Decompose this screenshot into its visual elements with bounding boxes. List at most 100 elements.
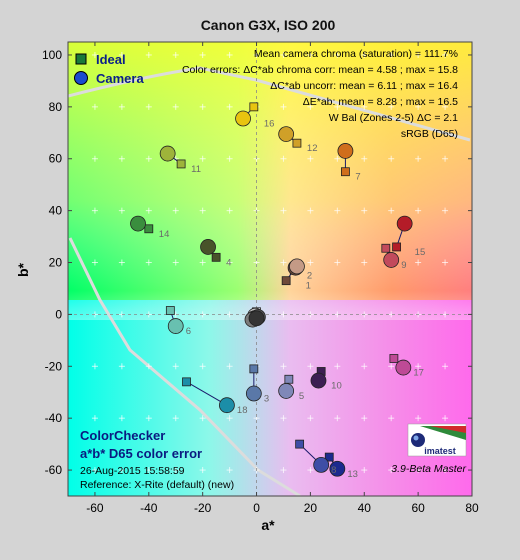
grid-cross xyxy=(334,155,341,162)
camera-marker-17 xyxy=(395,359,412,376)
grid-cross xyxy=(307,363,314,370)
grid-cross xyxy=(280,363,287,370)
caption-reference: Reference: X-Rite (default) (new) xyxy=(80,479,234,491)
grid-cross xyxy=(442,259,449,266)
grid-cross xyxy=(172,103,179,110)
ideal-marker-16 xyxy=(249,102,259,112)
grid-cross xyxy=(118,155,125,162)
grid-cross xyxy=(442,415,449,422)
grid-cross xyxy=(388,155,395,162)
y-tick-label: 60 xyxy=(49,152,63,166)
patch-label-8: 8 xyxy=(331,465,336,476)
grid-cross xyxy=(172,51,179,58)
grid-cross xyxy=(118,363,125,370)
y-axis-label: b* xyxy=(15,262,31,277)
grid-cross xyxy=(199,155,206,162)
grid-cross xyxy=(91,415,98,422)
grid-cross xyxy=(91,103,98,110)
grid-cross xyxy=(199,207,206,214)
grid-cross xyxy=(442,103,449,110)
ideal-marker-11 xyxy=(176,159,186,169)
patch-label-1: 1 xyxy=(306,281,311,292)
grid-cross xyxy=(226,415,233,422)
grid-cross xyxy=(118,103,125,110)
plot-frame xyxy=(67,41,473,497)
grid-cross xyxy=(199,259,206,266)
ideal-marker-5 xyxy=(284,374,294,384)
ideal-marker-7 xyxy=(341,167,350,177)
grid-cross xyxy=(334,103,341,110)
y-tick-label: 40 xyxy=(49,204,63,218)
grid-cross xyxy=(91,51,98,58)
grid-cross xyxy=(361,259,368,266)
grid-cross xyxy=(388,363,395,370)
zero-lines xyxy=(68,42,472,496)
grid-cross xyxy=(280,207,287,214)
grid-cross xyxy=(361,363,368,370)
grid-cross xyxy=(307,259,314,266)
ideal-marker-6 xyxy=(165,306,175,315)
grid-cross xyxy=(91,259,98,266)
grid-cross xyxy=(172,467,179,474)
grid-cross xyxy=(226,51,233,58)
y-tick-label: 0 xyxy=(55,307,62,321)
ideal-marker-3 xyxy=(249,364,259,374)
ideal-marker-18 xyxy=(182,377,191,387)
grid-cross xyxy=(118,51,125,58)
x-tick-label: -20 xyxy=(194,501,212,515)
grid-cross xyxy=(307,103,314,110)
grid-cross xyxy=(226,103,233,110)
caption-chart-name: ColorChecker xyxy=(80,428,165,443)
grid-cross xyxy=(199,51,206,58)
camera-marker-24 xyxy=(248,310,265,327)
grid-cross xyxy=(280,103,287,110)
grid-cross xyxy=(226,467,233,474)
patch-label-7: 7 xyxy=(355,172,360,183)
chart-caption: ColorChecker a*b* D65 color error 26-Aug… xyxy=(80,428,234,491)
grid-cross xyxy=(118,415,125,422)
grid-cross xyxy=(280,51,287,58)
grid-cross xyxy=(118,259,125,266)
grid-cross xyxy=(280,467,287,474)
patch-label-17: 17 xyxy=(413,368,424,379)
grid-cross xyxy=(388,415,395,422)
grid-cross xyxy=(145,155,152,162)
grid-cross xyxy=(307,155,314,162)
grid-cross xyxy=(334,259,341,266)
grid-cross xyxy=(388,51,395,58)
x-axis-ticks: -60 -40 -20 0 20 40 60 80 xyxy=(86,42,479,515)
grid-cross xyxy=(91,207,98,214)
grid-cross xyxy=(388,467,395,474)
patch-label-6: 6 xyxy=(186,326,191,337)
camera-marker-18 xyxy=(219,397,235,414)
patch-label-14: 14 xyxy=(159,229,170,240)
grid-cross xyxy=(91,155,98,162)
grid-cross xyxy=(280,259,287,266)
grid-cross xyxy=(172,415,179,422)
grid-cross xyxy=(361,51,368,58)
grid-cross xyxy=(415,467,422,474)
y-axis-ticks: -60 -40 -20 0 20 40 60 80 100 xyxy=(42,48,472,477)
imatest-logo: imatest xyxy=(407,423,467,457)
patch-label-3: 3 xyxy=(264,394,269,405)
grid-cross xyxy=(415,415,422,422)
camera-marker-16 xyxy=(235,110,251,127)
grid-cross xyxy=(334,363,341,370)
patch-label-10: 10 xyxy=(331,381,342,392)
ideal-marker-17 xyxy=(389,354,399,363)
patch-label-18: 18 xyxy=(237,405,248,416)
camera-marker-10 xyxy=(310,372,327,389)
ideal-marker-15 xyxy=(392,242,401,252)
x-tick-label: 40 xyxy=(358,501,372,515)
x-tick-label: 60 xyxy=(411,501,425,515)
patch-label-4: 4 xyxy=(226,257,231,268)
grid-cross xyxy=(145,103,152,110)
camera-marker-5 xyxy=(278,383,295,399)
grid-cross xyxy=(280,155,287,162)
x-tick-label: -60 xyxy=(86,501,104,515)
patch-label-13: 13 xyxy=(347,469,358,480)
camera-marker-8 xyxy=(313,456,330,473)
y-tick-label: -20 xyxy=(45,359,63,373)
camera-marker-3 xyxy=(245,385,262,402)
